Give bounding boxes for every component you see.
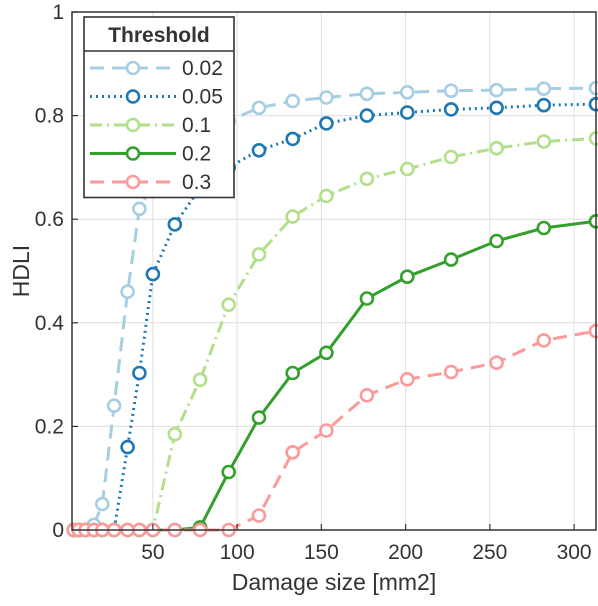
y-tick-label: 0.6 [35, 208, 64, 231]
x-tick-label: 50 [141, 541, 164, 564]
series-line [73, 136, 597, 532]
data-point [251, 247, 267, 262]
data-point [536, 81, 552, 96]
data-point [399, 371, 415, 387]
data-point [120, 284, 135, 300]
x-tick-label: 250 [472, 541, 507, 564]
data-point [588, 80, 598, 96]
data-point [588, 131, 598, 146]
data-point [489, 355, 504, 371]
data-point [588, 214, 598, 229]
data-point [285, 209, 301, 224]
data-point [285, 131, 301, 147]
data-point [359, 171, 375, 187]
data-point [536, 333, 552, 348]
legend-label: 0.2 [182, 143, 211, 166]
legend-item-0-05: 0.05 [90, 86, 223, 109]
x-tick-label: 300 [557, 541, 592, 564]
data-point [359, 387, 375, 403]
legend-label: 0.3 [182, 171, 211, 194]
data-point [251, 143, 267, 158]
data-point [120, 439, 135, 455]
data-point [285, 93, 301, 109]
data-point [251, 508, 267, 523]
data-point [399, 105, 415, 120]
legend-item-0-02: 0.02 [90, 57, 223, 80]
x-axis-label: Damage size [mm2] [232, 569, 437, 595]
legend-item-0-3: 0.3 [90, 171, 211, 194]
x-tick-label: 100 [220, 541, 255, 564]
legend-label: 0.02 [182, 57, 223, 80]
data-point [221, 464, 236, 480]
data-point [95, 496, 110, 512]
legend-title: Threshold [108, 24, 210, 47]
series-0-3 [66, 323, 598, 538]
data-point [489, 233, 504, 249]
data-point [489, 82, 504, 98]
axes-box [71, 11, 597, 531]
y-tick-label: 0.2 [35, 415, 64, 438]
legend-item-0-1: 0.1 [90, 114, 211, 137]
data-point [443, 252, 459, 267]
x-tick-label: 150 [304, 541, 339, 564]
legend-box [83, 16, 235, 199]
data-point [536, 97, 552, 113]
data-point [132, 201, 147, 217]
data-point [443, 364, 459, 380]
series-line [73, 86, 597, 532]
data-point [145, 266, 161, 282]
data-point [319, 90, 334, 105]
legend-swatch-marker [125, 146, 141, 161]
data-point [167, 426, 183, 442]
legend-swatch-marker [125, 174, 141, 190]
data-point [359, 86, 375, 102]
data-point [399, 161, 415, 177]
y-tick-label: 0.4 [35, 312, 65, 335]
data-point [285, 365, 301, 381]
legend-label: 0.05 [182, 86, 223, 109]
legend-item-0-2: 0.2 [90, 143, 211, 166]
data-point [359, 108, 375, 123]
legend-swatch-marker [125, 117, 141, 133]
data-point [443, 102, 459, 117]
data-point [251, 100, 267, 116]
data-point [443, 149, 459, 165]
data-point [319, 423, 334, 438]
data-point [536, 134, 552, 149]
legend-swatch-marker [125, 60, 141, 76]
data-point [251, 410, 267, 425]
data-point [319, 188, 334, 204]
y-tick-label: 0 [52, 519, 64, 542]
data-point [285, 444, 301, 460]
data-point [319, 345, 334, 361]
data-point [536, 220, 552, 236]
data-point [359, 291, 375, 306]
legend-swatch-marker [125, 89, 141, 104]
x-tick-label: 200 [388, 541, 423, 564]
data-point [319, 116, 334, 131]
y-tick-label: 0.8 [35, 105, 64, 128]
legend: Threshold 0.02 0.05 0.1 0.2 0.3 [83, 16, 235, 199]
data-point [167, 217, 183, 232]
y-tick-label: 1 [52, 1, 64, 24]
data-point [588, 96, 598, 112]
ticks: 50 100 150 200 250 300 0 0.2 0.4 0.6 0.8 1 [35, 1, 592, 564]
data-point [489, 140, 504, 156]
data-point [221, 297, 236, 313]
data-point [489, 100, 504, 116]
data-point [106, 398, 122, 414]
data-point [399, 269, 415, 285]
data-point [399, 85, 415, 100]
y-axis-label: HDLI [8, 245, 34, 297]
data-point [192, 372, 208, 388]
data-point [588, 323, 598, 339]
data-point [132, 365, 147, 381]
legend-label: 0.1 [182, 114, 211, 137]
data-point [443, 83, 459, 98]
